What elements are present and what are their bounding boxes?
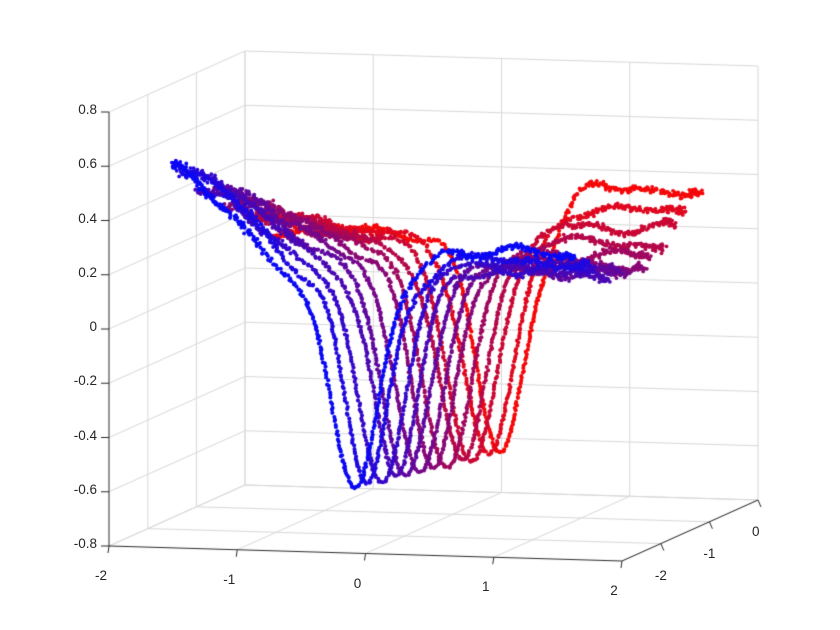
y-tick-label: -1 xyxy=(703,545,716,561)
x-tick-label: 1 xyxy=(481,579,490,595)
z-tick-label: 0.2 xyxy=(78,264,97,280)
x-tick-label: 2 xyxy=(610,583,618,598)
z-tick-label: -0.4 xyxy=(73,427,97,443)
y-tick-label: 0 xyxy=(752,524,760,539)
z-tick-label: -0.2 xyxy=(73,373,97,389)
z-tick-label: -0.6 xyxy=(73,481,97,497)
x-tick-label: 0 xyxy=(353,575,362,591)
z-tick-label: 0.4 xyxy=(78,210,97,226)
x-tick-label: -1 xyxy=(223,571,236,587)
z-tick-label: 0 xyxy=(89,319,97,334)
z-tick-label: 0.6 xyxy=(78,156,97,172)
z-tick-label: 0.8 xyxy=(78,102,97,117)
z-tick-label: -0.8 xyxy=(73,536,97,551)
y-tick-label: -2 xyxy=(654,567,667,583)
x-tick-label: -2 xyxy=(94,568,108,583)
